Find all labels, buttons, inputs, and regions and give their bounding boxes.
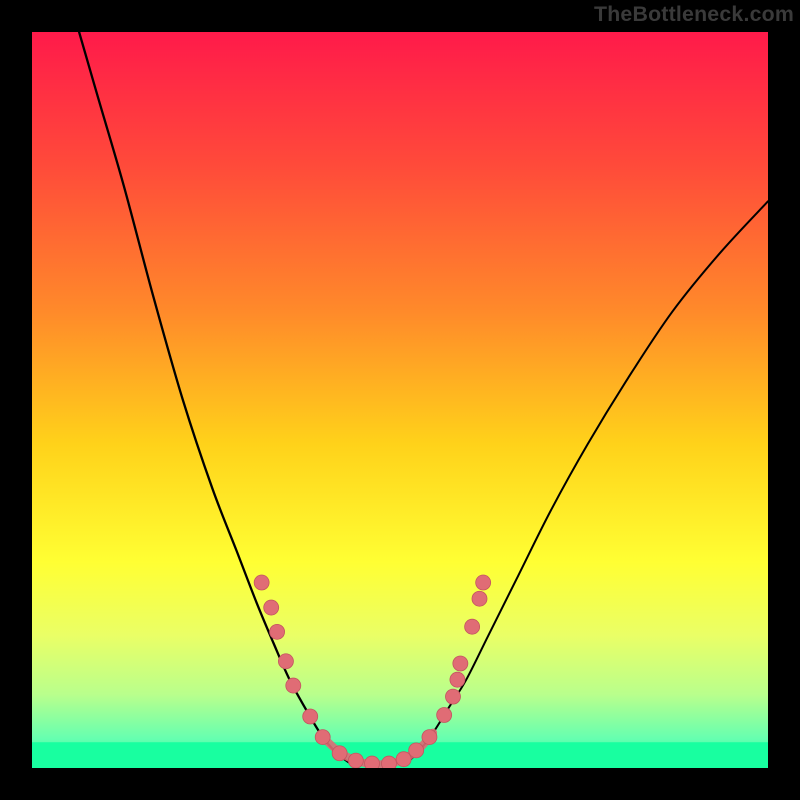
gradient-background xyxy=(32,32,768,768)
plot-area xyxy=(32,32,768,768)
stage: TheBottleneck.com xyxy=(0,0,800,800)
watermark-text: TheBottleneck.com xyxy=(594,2,794,27)
